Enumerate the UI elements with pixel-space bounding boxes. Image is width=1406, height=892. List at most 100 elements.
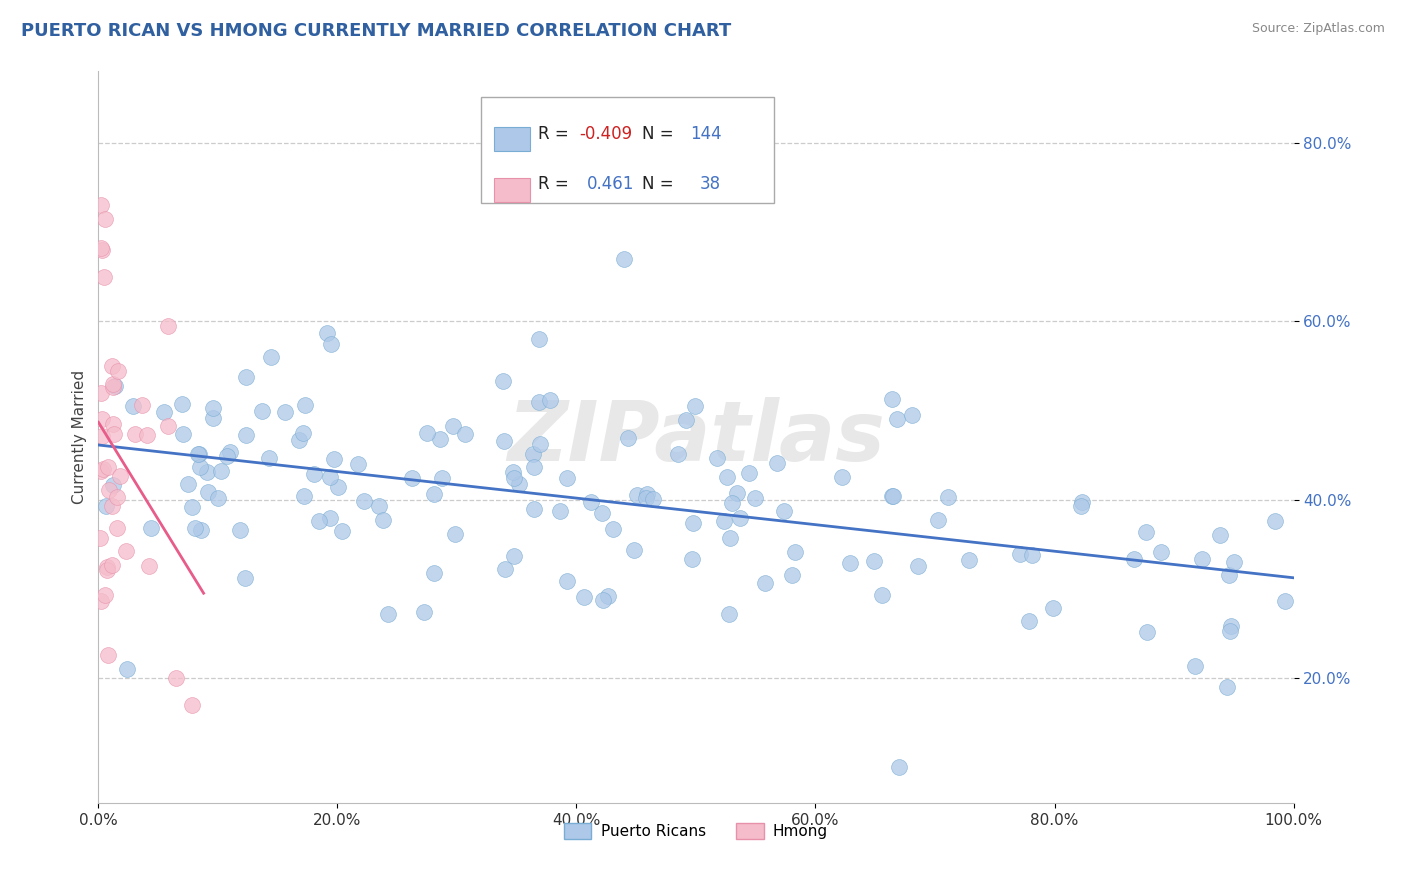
Point <box>839 556 862 570</box>
Point <box>156 319 179 334</box>
Y-axis label: Currently Married: Currently Married <box>72 370 87 504</box>
Point <box>718 607 741 622</box>
Point <box>346 457 368 471</box>
Text: 0.461: 0.461 <box>588 176 634 194</box>
Point <box>235 369 257 384</box>
Point <box>492 434 515 448</box>
Point <box>641 492 664 507</box>
Point <box>572 590 595 604</box>
Point <box>157 419 180 434</box>
Point <box>257 450 280 465</box>
Point <box>683 399 706 413</box>
Point <box>523 502 546 516</box>
Point <box>889 760 911 774</box>
Point <box>616 431 638 445</box>
Point <box>675 412 697 426</box>
Point <box>90 241 112 255</box>
Point <box>215 449 238 463</box>
Point <box>555 574 578 589</box>
Point <box>592 593 614 607</box>
Point <box>316 326 339 340</box>
Point <box>441 418 464 433</box>
Point <box>97 460 120 475</box>
Point <box>432 470 454 484</box>
Text: N =: N = <box>643 125 679 143</box>
Point <box>1135 625 1157 640</box>
Point <box>373 513 395 527</box>
Point <box>131 398 153 412</box>
Point <box>96 559 118 574</box>
Point <box>104 379 127 393</box>
Point <box>744 491 766 505</box>
Point <box>139 521 162 535</box>
Point <box>101 376 124 391</box>
Point <box>368 500 391 514</box>
Point <box>172 427 194 442</box>
Point <box>94 499 117 513</box>
Point <box>882 489 904 503</box>
Point <box>527 395 550 409</box>
Point <box>401 471 423 485</box>
Point <box>1018 614 1040 628</box>
Point <box>413 605 436 619</box>
Point <box>90 385 112 400</box>
Point <box>682 516 704 530</box>
Text: ZIPatlas: ZIPatlas <box>508 397 884 477</box>
Point <box>288 433 311 447</box>
Point <box>1010 547 1032 561</box>
Point <box>725 486 748 500</box>
Point <box>1218 568 1240 582</box>
Point <box>548 504 571 518</box>
Point <box>94 588 117 602</box>
Point <box>89 531 111 545</box>
Point <box>135 427 157 442</box>
Point <box>579 495 602 509</box>
Point <box>97 483 120 497</box>
Point <box>508 477 530 491</box>
Text: -0.409: -0.409 <box>579 125 631 143</box>
Point <box>101 477 124 491</box>
Point <box>304 467 326 481</box>
Text: R =: R = <box>538 176 574 194</box>
Point <box>291 425 314 440</box>
Point <box>165 671 187 685</box>
Point <box>957 553 980 567</box>
Point <box>870 588 893 602</box>
Point <box>201 411 224 425</box>
Point <box>90 412 112 426</box>
Legend: Puerto Ricans, Hmong: Puerto Ricans, Hmong <box>564 823 828 839</box>
Point <box>207 491 229 505</box>
Point <box>184 521 207 535</box>
Point <box>772 504 794 518</box>
Point <box>101 359 124 374</box>
Point <box>101 417 124 431</box>
FancyBboxPatch shape <box>494 178 530 202</box>
Point <box>1122 552 1144 566</box>
Point <box>1216 680 1239 694</box>
Point <box>90 198 112 212</box>
Point <box>613 252 636 266</box>
Point <box>170 397 193 411</box>
Point <box>523 459 546 474</box>
Point <box>219 445 242 459</box>
Point <box>557 471 579 485</box>
Point <box>330 524 353 538</box>
Point <box>319 337 342 351</box>
Point <box>235 428 257 442</box>
Point <box>377 607 399 621</box>
Point <box>1021 548 1043 562</box>
Point <box>1209 528 1232 542</box>
Point <box>91 428 114 442</box>
Point <box>716 470 738 484</box>
Point <box>259 350 281 364</box>
Point <box>527 332 550 346</box>
Point <box>101 380 124 394</box>
Point <box>907 559 929 574</box>
Point <box>105 521 128 535</box>
Point <box>718 531 741 545</box>
Point <box>91 462 114 476</box>
Point <box>728 511 751 525</box>
FancyBboxPatch shape <box>481 97 773 203</box>
Point <box>1135 525 1157 540</box>
Text: R =: R = <box>538 125 574 143</box>
